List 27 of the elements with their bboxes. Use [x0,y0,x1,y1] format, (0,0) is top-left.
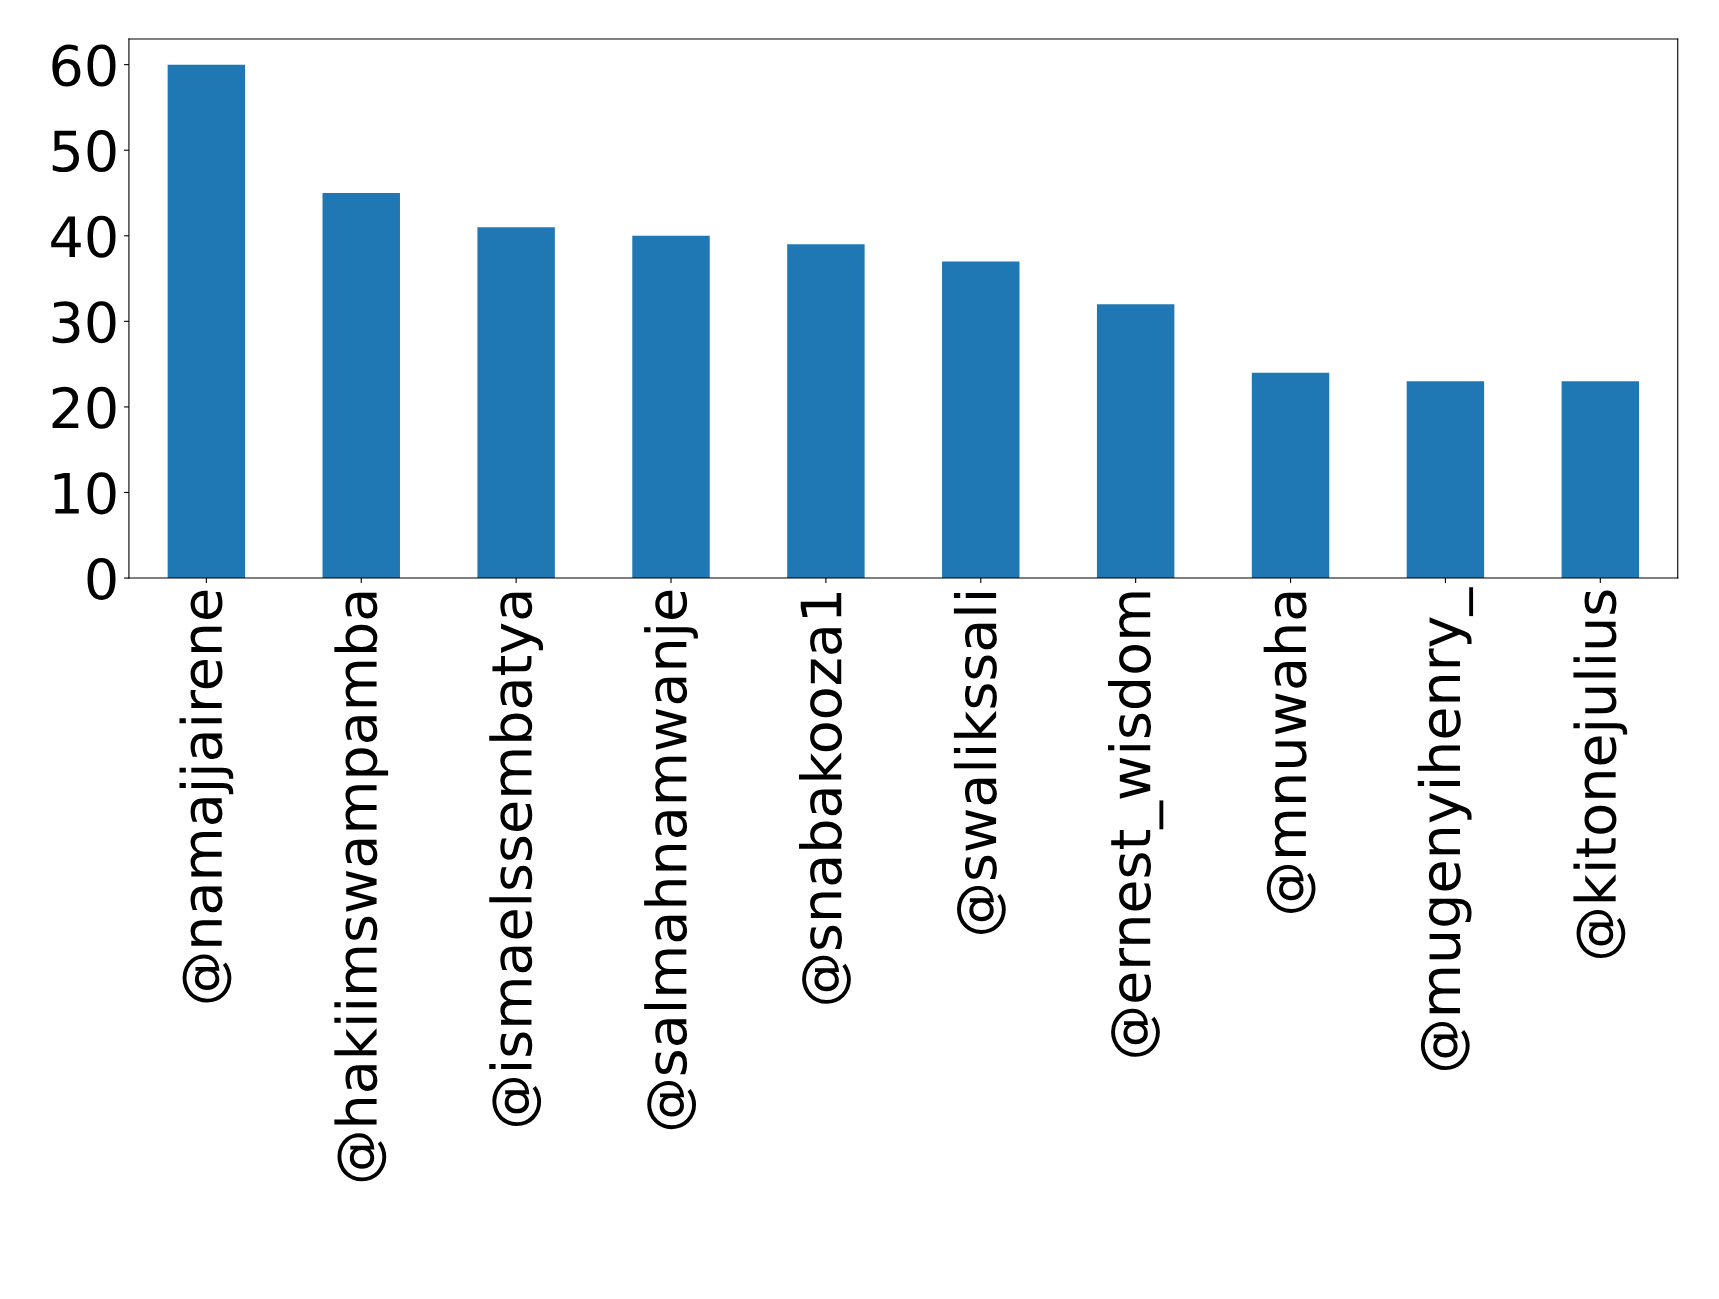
x-tick-label: @ismaelssembatya [489,592,544,1127]
x-tick-label: @namajjairene [179,590,234,1003]
bar [1096,304,1175,579]
x-tick-label: @kitonejulius [1573,590,1628,959]
x-tick-label: @snabakooza1 [799,592,851,1004]
y-tick-label: 60 [52,44,116,87]
bar [1406,381,1485,579]
y-tick-label: 10 [54,472,116,515]
x-tick-label: @ernest_wisdom [1108,592,1164,1057]
bar [477,227,555,579]
x-tick-label: @mnuwaha [1263,592,1316,913]
y-tick-label: 20 [52,386,116,429]
bar [322,192,400,579]
x-tick-label: @mugenyihenry_ [1417,587,1474,1071]
x-tick-label: @salmahnamwanje [644,590,698,1130]
y-tick-label: 40 [51,215,116,258]
bar [1561,381,1640,579]
y-tick-label: 30 [52,301,116,344]
bar [787,244,865,579]
x-tick-label: @hakiimswampamba [334,592,389,1182]
y-tick-label: 0 [87,557,116,600]
bar [1251,372,1330,579]
y-tick-label: 50 [52,130,116,173]
bar [942,261,1020,579]
x-tick-label: @swalikssali [953,592,1006,934]
bar [167,64,246,579]
bar [632,235,710,579]
